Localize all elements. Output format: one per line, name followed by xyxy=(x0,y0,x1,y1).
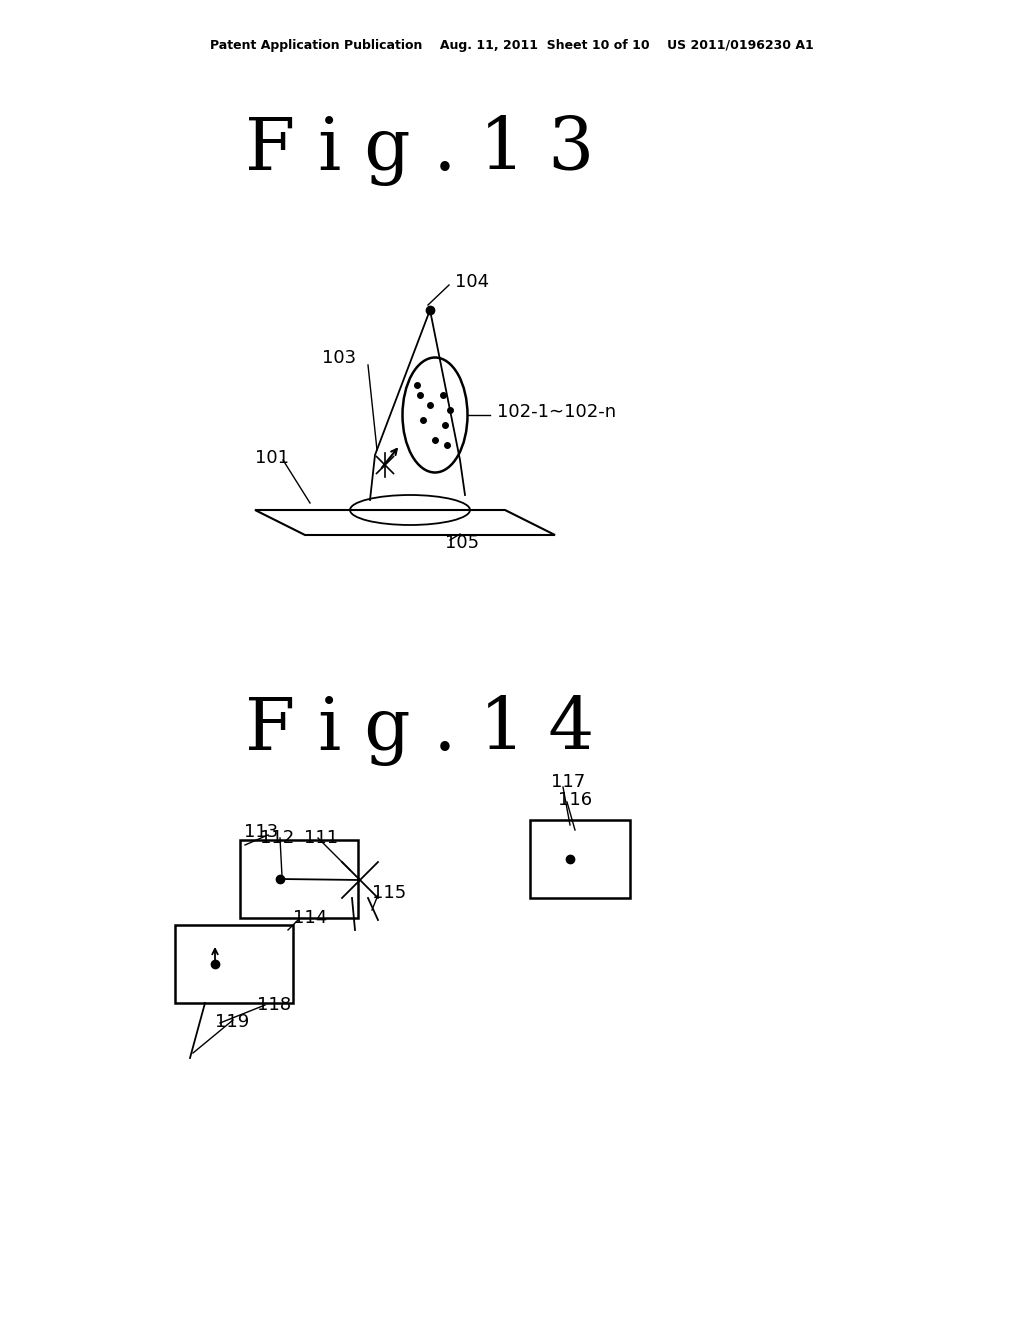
Text: 101: 101 xyxy=(255,449,289,467)
Text: 105: 105 xyxy=(445,535,479,552)
Text: 112: 112 xyxy=(260,829,294,847)
Text: 118: 118 xyxy=(257,997,291,1014)
Text: 119: 119 xyxy=(215,1012,249,1031)
Text: 115: 115 xyxy=(372,884,407,902)
Text: 104: 104 xyxy=(455,273,489,290)
Bar xyxy=(240,840,358,917)
Bar xyxy=(175,925,293,1003)
Text: F i g . 1 4: F i g . 1 4 xyxy=(246,694,595,766)
Text: 113: 113 xyxy=(244,822,279,841)
Bar xyxy=(530,820,630,898)
Text: 116: 116 xyxy=(558,791,592,809)
Text: F i g . 1 3: F i g . 1 3 xyxy=(246,115,595,186)
Text: Patent Application Publication    Aug. 11, 2011  Sheet 10 of 10    US 2011/01962: Patent Application Publication Aug. 11, … xyxy=(210,38,814,51)
Text: 114: 114 xyxy=(293,909,328,927)
Text: 111: 111 xyxy=(304,829,338,847)
Text: 103: 103 xyxy=(322,348,356,367)
Text: 102-1∼102-n: 102-1∼102-n xyxy=(497,403,616,421)
Text: 117: 117 xyxy=(551,774,586,791)
